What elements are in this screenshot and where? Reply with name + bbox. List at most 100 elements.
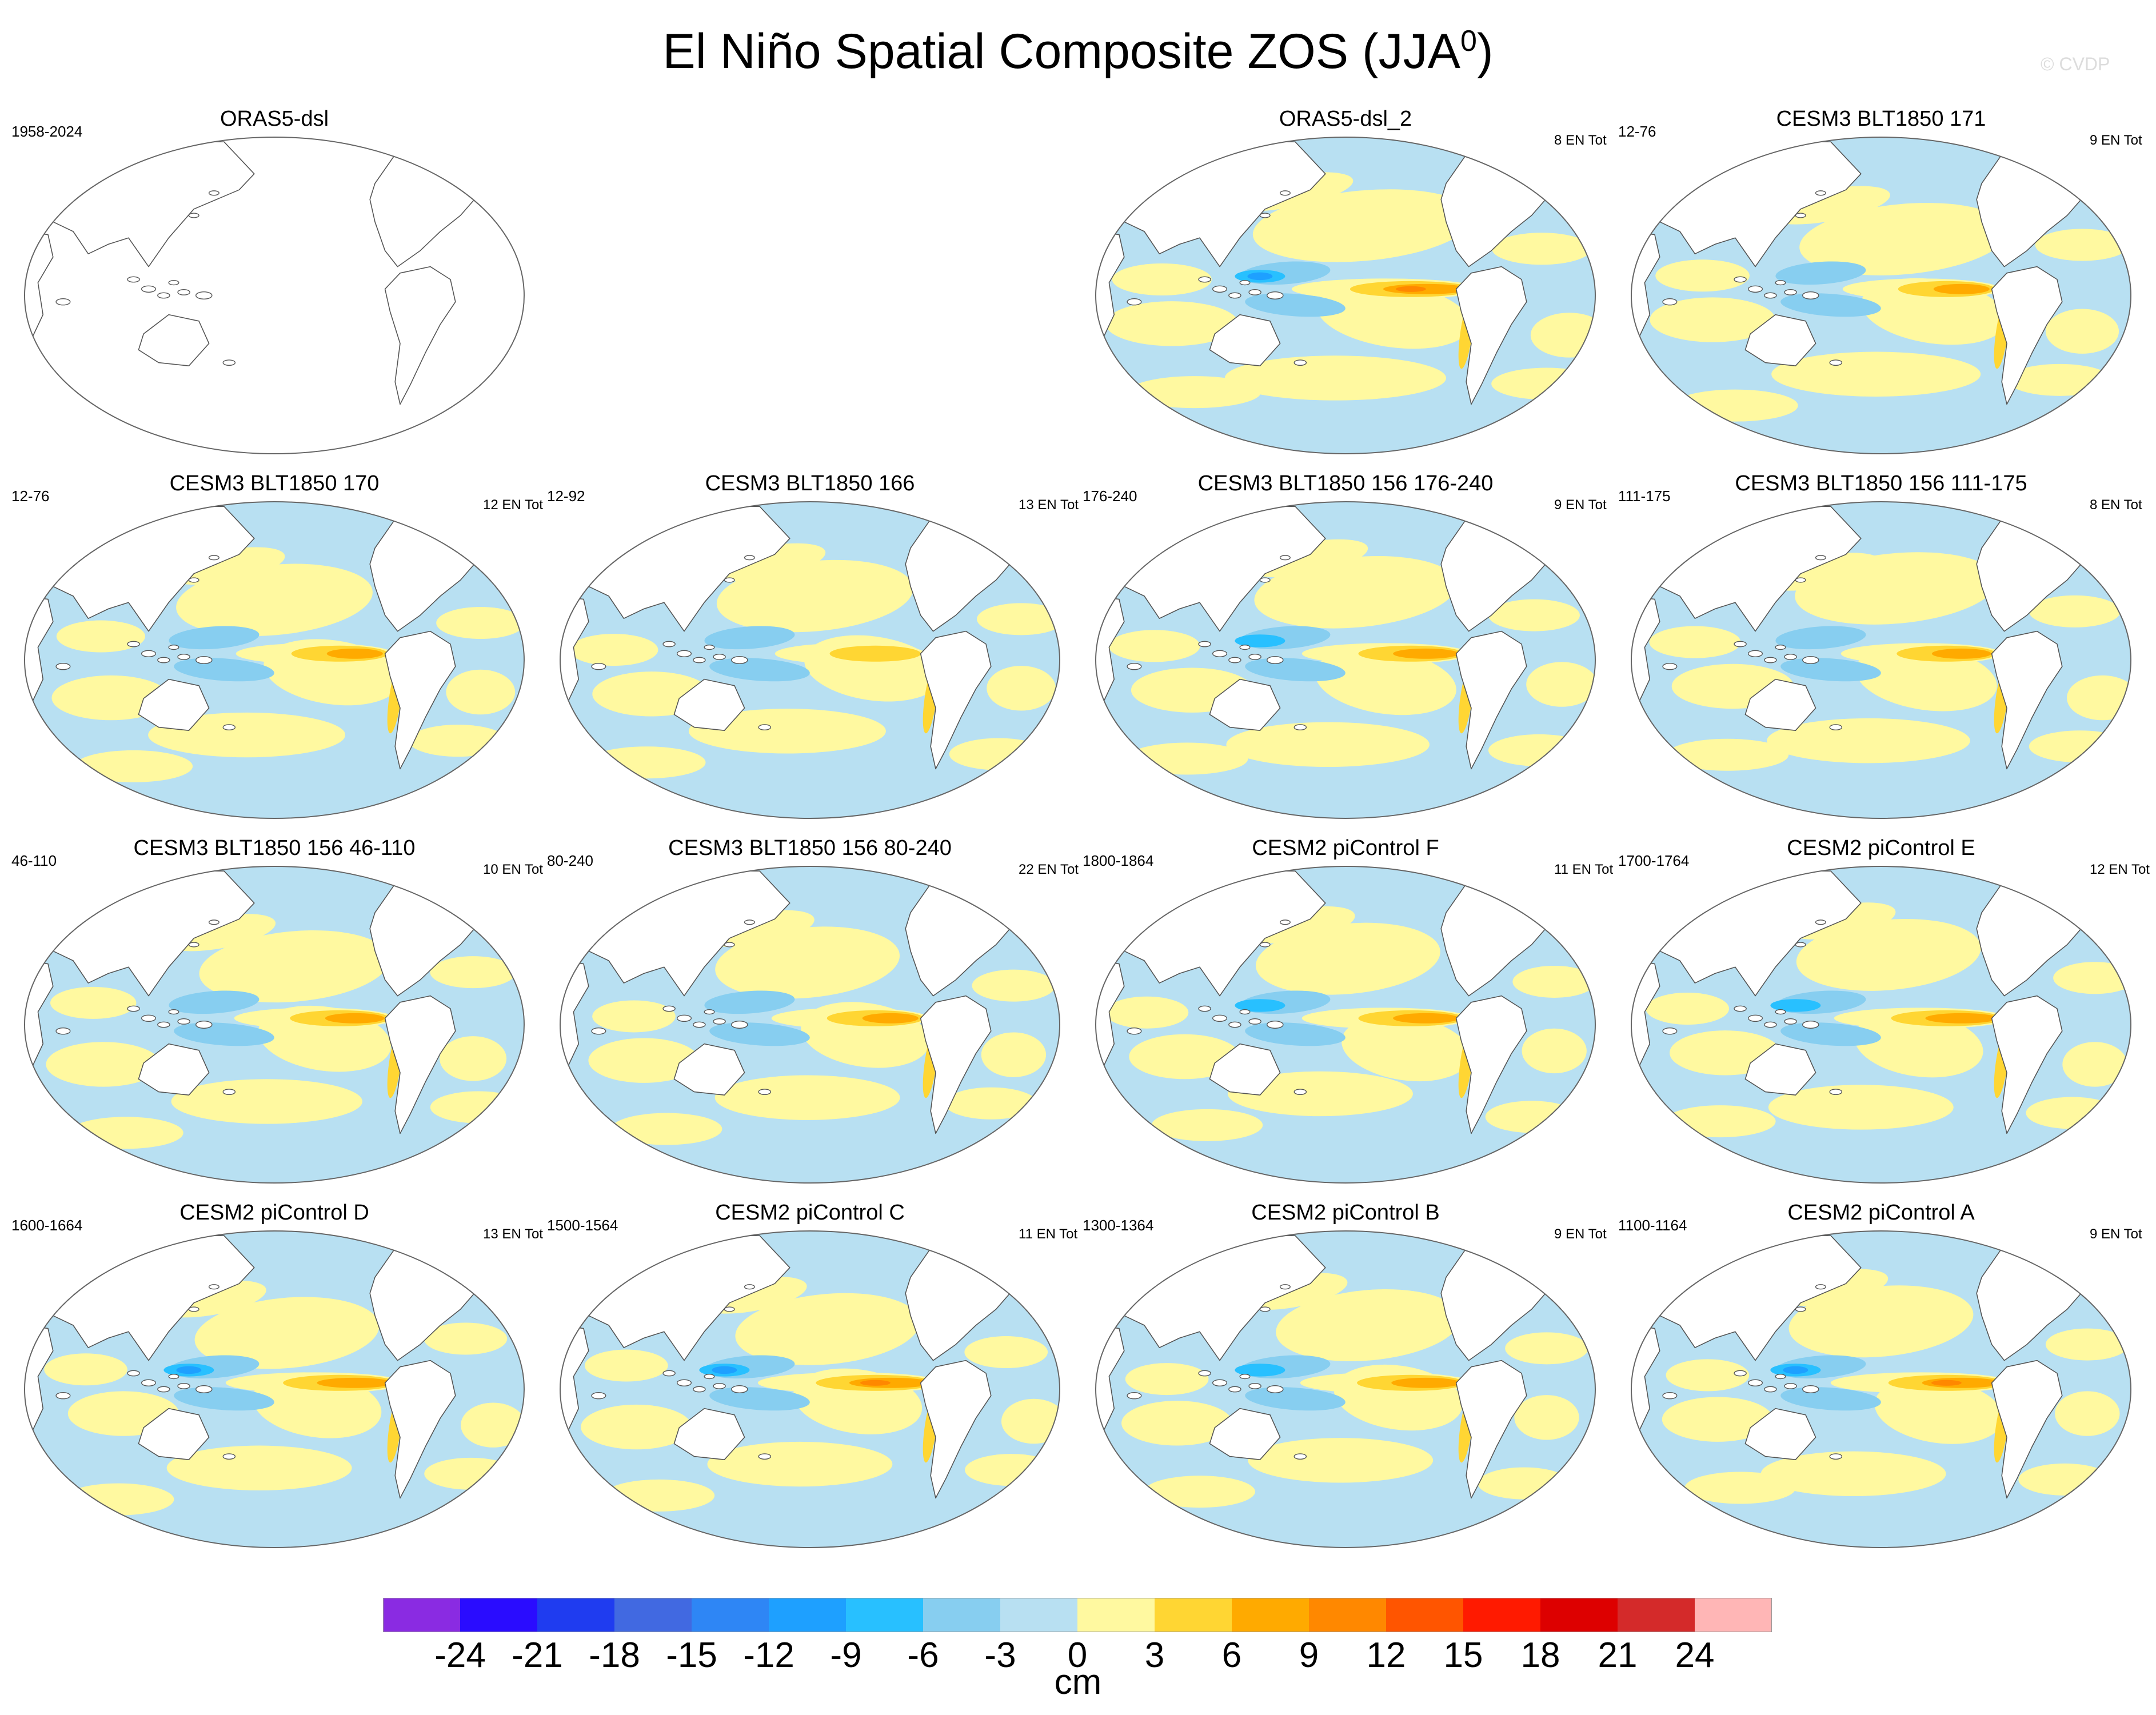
island	[1795, 1306, 1806, 1312]
island	[195, 1385, 213, 1393]
island	[1815, 555, 1826, 561]
panel-title: CESM2 piControl F	[1252, 836, 1439, 860]
island	[1127, 298, 1142, 306]
panel-title: CESM2 piControl B	[1251, 1201, 1440, 1225]
island	[195, 656, 213, 664]
island	[1775, 1009, 1786, 1015]
panel-event-count: 9 EN Tot	[1554, 497, 1607, 513]
island	[55, 1028, 71, 1035]
island	[1259, 1306, 1271, 1312]
panel-years: 80-240	[547, 852, 593, 869]
colorbar-tick-label: -3	[984, 1636, 1016, 1675]
map-panel: CESM3 BLT1850 156 46-110 46-110 10 EN Tot	[11, 835, 543, 1192]
world-map	[1095, 866, 1596, 1184]
island	[188, 577, 199, 583]
land-europe	[2097, 1248, 2131, 1307]
island	[1293, 1453, 1307, 1460]
land-southAmerica	[1991, 630, 2063, 770]
map-panel: CESM3 BLT1850 170 12-76 12 EN Tot	[11, 470, 543, 827]
island	[724, 942, 735, 948]
island	[1259, 942, 1271, 948]
land-australia	[1209, 678, 1281, 731]
land-southAmerica	[384, 630, 456, 770]
land-europe	[490, 154, 524, 213]
panel-event-count: 13 EN Tot	[483, 1226, 543, 1242]
island	[177, 289, 190, 295]
colorbar-tick-label: 21	[1598, 1636, 1638, 1675]
island	[157, 1386, 170, 1393]
colorbar-box	[923, 1598, 1001, 1632]
colorbar-tick-label: 12	[1366, 1636, 1406, 1675]
land-australia	[138, 1408, 210, 1460]
colorbar-tick-label: -21	[512, 1636, 563, 1675]
colorbar-tick-label: 6	[1221, 1636, 1242, 1675]
island	[1829, 724, 1843, 731]
island	[195, 291, 213, 299]
figure-title-superscript: 0	[1460, 25, 1477, 58]
map-panel: CESM2 piControl C 1500-1564 11 EN Tot	[547, 1200, 1077, 1557]
world-map	[1631, 866, 2131, 1184]
world-map	[1631, 137, 2131, 454]
land-australia	[673, 1408, 745, 1460]
island	[704, 1009, 715, 1015]
island	[744, 1284, 755, 1290]
island	[1259, 577, 1271, 583]
island	[1212, 1379, 1228, 1386]
island	[1784, 653, 1797, 660]
island	[1239, 644, 1251, 650]
island	[1198, 1005, 1211, 1012]
map-border	[1095, 866, 1596, 1184]
colorbar-box	[537, 1598, 615, 1632]
island	[1248, 1018, 1261, 1025]
island	[1802, 1385, 1819, 1393]
island	[208, 920, 219, 925]
panel-event-count: 8 EN Tot	[2090, 497, 2142, 513]
island	[1212, 650, 1228, 657]
island	[1662, 1392, 1678, 1400]
panel-event-count: 10 EN Tot	[483, 862, 543, 877]
island	[1293, 1089, 1307, 1096]
island	[127, 1370, 140, 1377]
panel-years: 12-92	[547, 487, 585, 505]
colorbar-tick-label: -9	[830, 1636, 862, 1675]
island	[1775, 644, 1786, 650]
island	[1239, 1009, 1251, 1015]
panel-event-count: 12 EN Tot	[2090, 862, 2150, 877]
panel-title: CESM3 BLT1850 166	[705, 471, 915, 495]
island	[693, 657, 706, 663]
island	[731, 656, 748, 664]
island	[1775, 279, 1786, 286]
island	[693, 1386, 706, 1393]
panel-event-count: 12 EN Tot	[483, 497, 543, 513]
island	[222, 724, 236, 731]
world-map	[1095, 1230, 1596, 1548]
island	[744, 555, 755, 561]
world-map	[24, 501, 525, 819]
island	[1802, 291, 1819, 299]
island	[713, 1018, 726, 1025]
map-border	[560, 866, 1060, 1184]
island	[1747, 1379, 1763, 1386]
island	[1829, 359, 1843, 366]
colorbar-box	[1232, 1598, 1309, 1632]
colorbar-box	[846, 1598, 924, 1632]
land-australia	[1744, 314, 1816, 366]
panel-years: 12-76	[1618, 123, 1656, 140]
zos-anomaly-field	[1096, 866, 1595, 1183]
island	[208, 190, 219, 196]
colorbar-box	[383, 1598, 461, 1632]
island	[168, 1373, 179, 1380]
island	[1248, 653, 1261, 660]
map-border	[24, 866, 525, 1184]
island	[1279, 190, 1291, 196]
island	[1784, 1018, 1797, 1025]
island	[662, 641, 676, 647]
island	[168, 644, 179, 650]
land-australia	[138, 678, 210, 731]
island	[1228, 292, 1241, 299]
land-europe	[2097, 883, 2131, 942]
panel-title: CESM2 piControl C	[715, 1201, 905, 1225]
island	[1239, 279, 1251, 286]
map-panel: CESM3 BLT1850 166 12-92 13 EN Tot	[547, 470, 1079, 827]
island	[1734, 1005, 1747, 1012]
